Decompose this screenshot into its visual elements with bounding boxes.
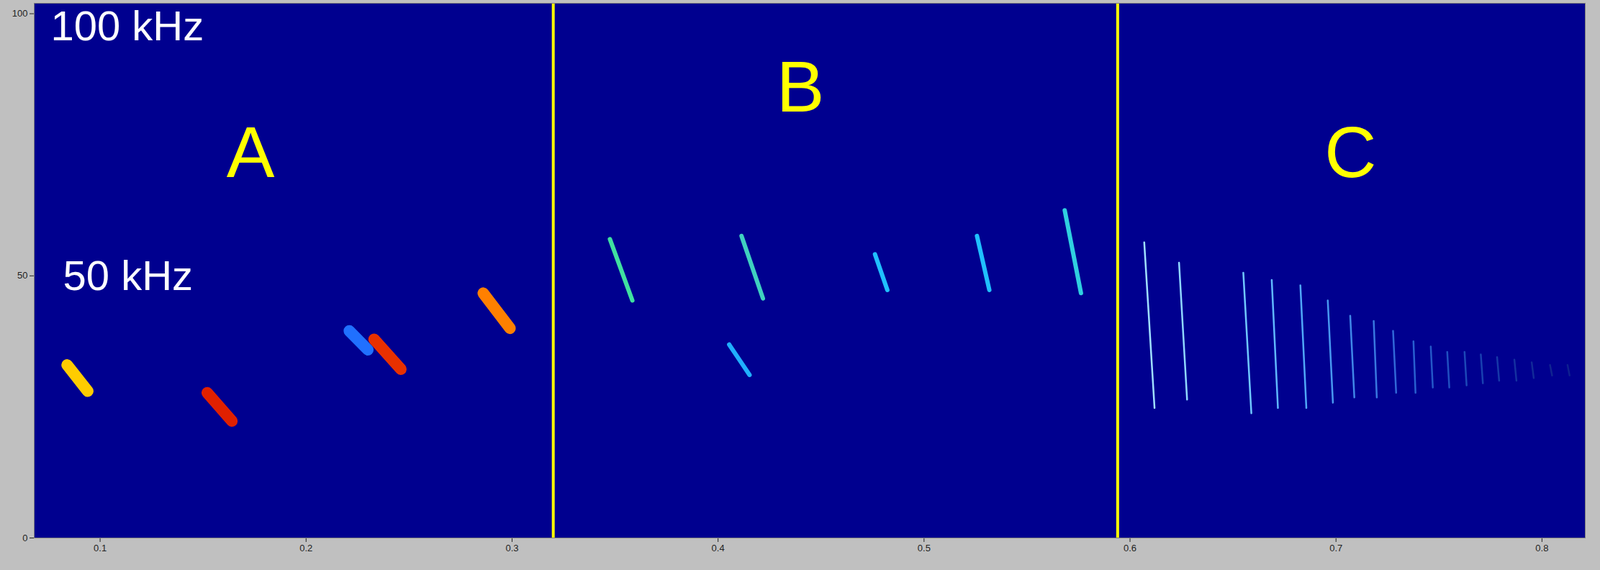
svg-text:100: 100: [12, 7, 29, 19]
svg-text:C: C: [1324, 111, 1377, 193]
svg-text:0: 0: [22, 532, 28, 544]
svg-text:A: A: [226, 111, 275, 193]
svg-text:0.3: 0.3: [505, 542, 519, 554]
svg-text:0.5: 0.5: [917, 542, 931, 554]
svg-text:B: B: [776, 46, 825, 127]
svg-text:50: 50: [17, 269, 28, 281]
svg-text:0.8: 0.8: [1535, 542, 1549, 554]
svg-text:0.2: 0.2: [299, 542, 313, 554]
svg-text:0.7: 0.7: [1329, 542, 1343, 554]
svg-text:50 kHz: 50 kHz: [63, 251, 194, 299]
svg-text:100 kHz: 100 kHz: [50, 2, 204, 49]
svg-text:0.4: 0.4: [711, 542, 725, 554]
svg-text:0.1: 0.1: [93, 542, 107, 554]
svg-text:0.6: 0.6: [1123, 542, 1137, 554]
